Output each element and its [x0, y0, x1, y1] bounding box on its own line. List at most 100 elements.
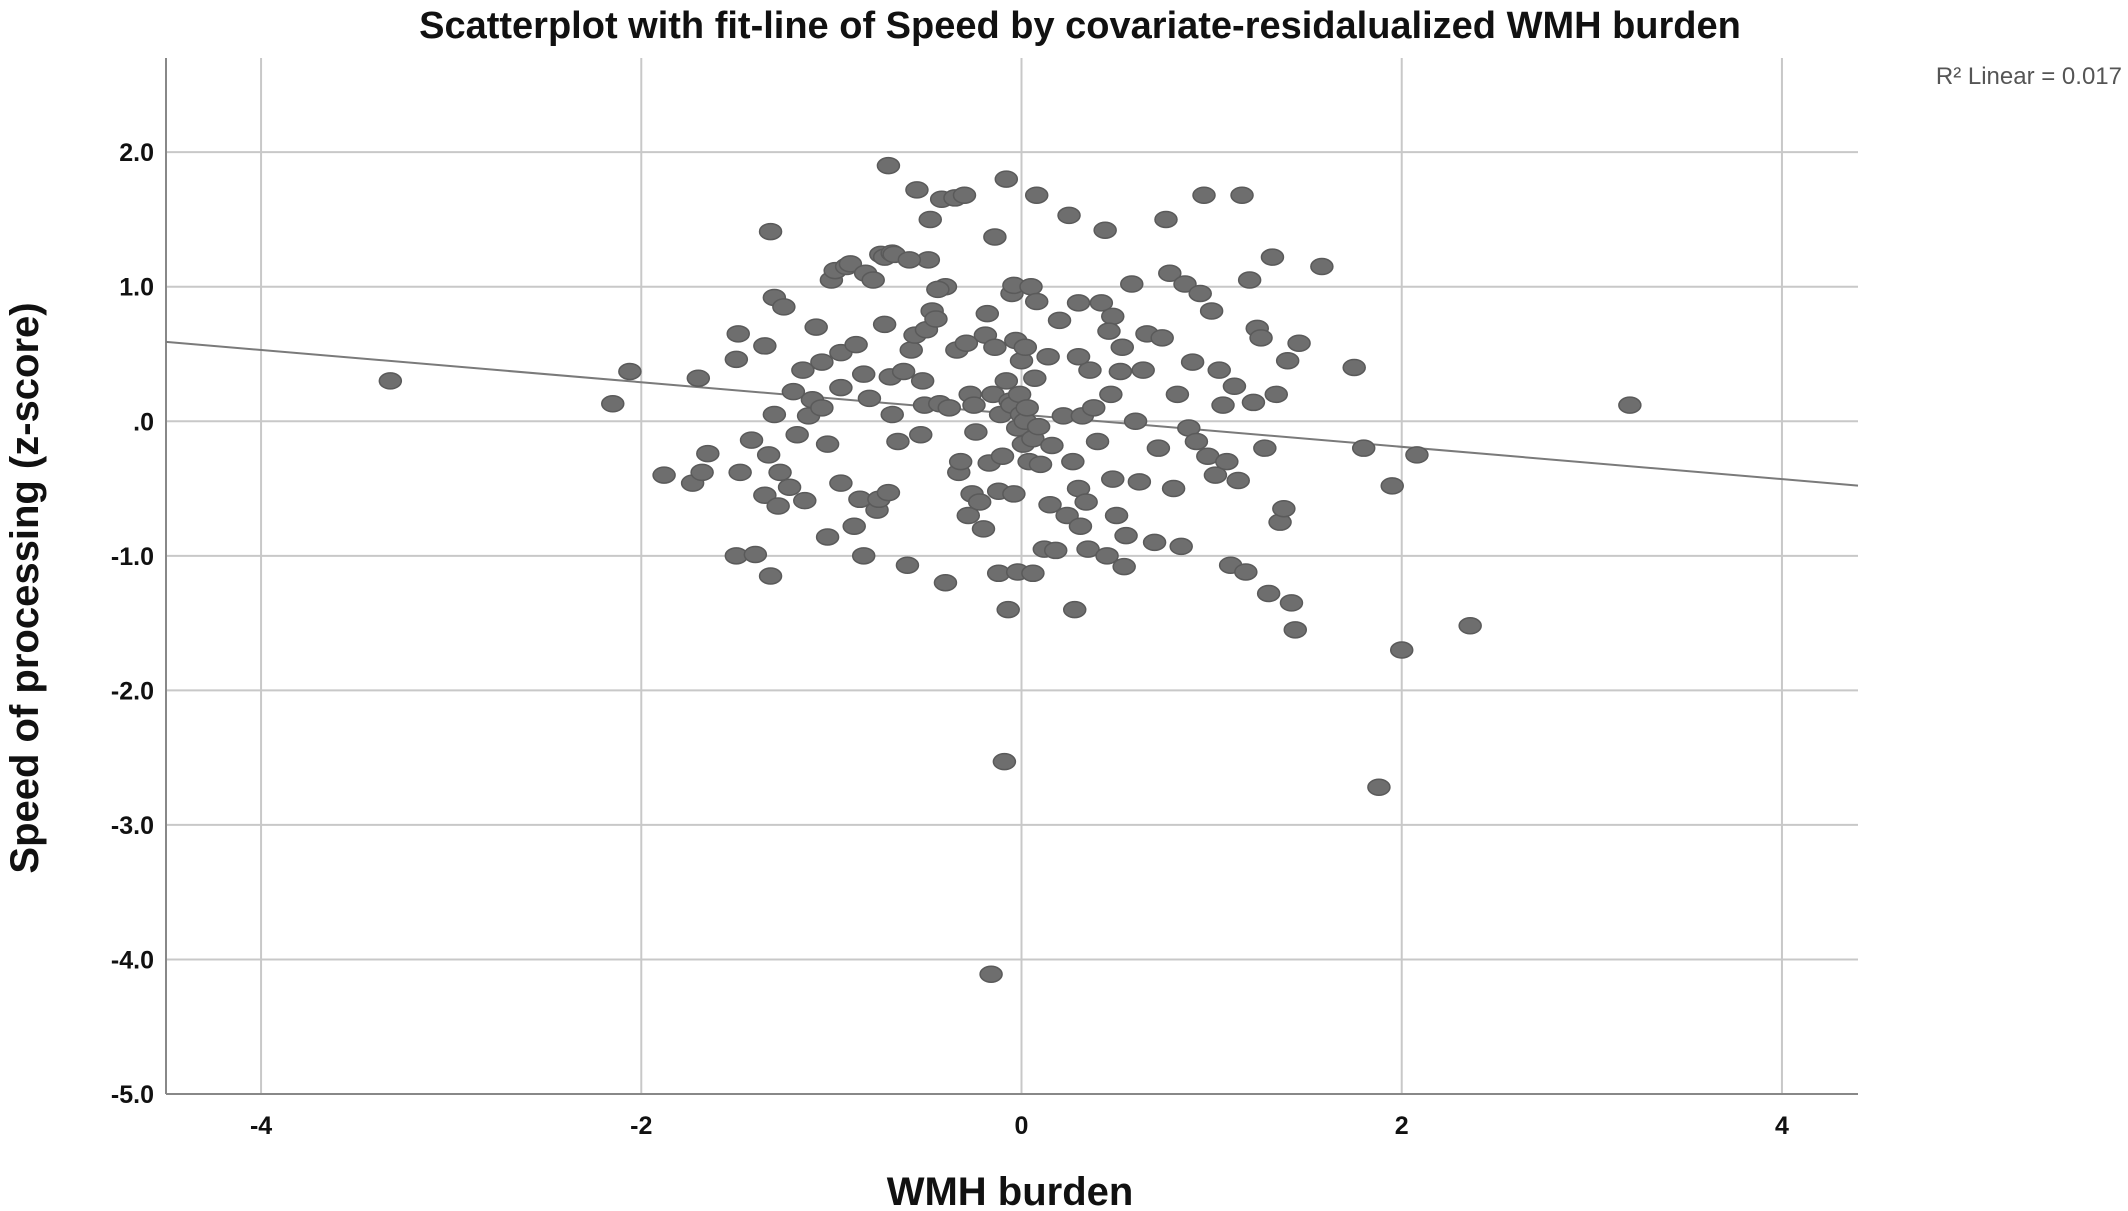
data-point	[1104, 506, 1129, 525]
data-point	[1112, 557, 1136, 576]
data-point	[1241, 393, 1266, 412]
data-point	[851, 547, 876, 565]
data-point	[1095, 547, 1119, 565]
data-point	[378, 372, 403, 390]
data-point	[739, 431, 764, 449]
data-point	[728, 463, 752, 482]
data-point	[724, 350, 749, 369]
data-point	[905, 181, 929, 199]
data-point	[815, 435, 840, 453]
data-point	[1256, 584, 1281, 603]
data-point	[781, 382, 806, 401]
data-point	[872, 315, 897, 334]
data-point	[994, 170, 1019, 188]
data-point	[743, 545, 768, 564]
data-point	[1093, 221, 1117, 239]
data-point	[1089, 294, 1114, 312]
data-point	[861, 271, 885, 289]
data-point	[768, 463, 792, 482]
data-point	[1040, 436, 1064, 455]
chart-title: Scatterplot with fit-line of Speed by co…	[419, 5, 1741, 47]
data-point	[1123, 412, 1148, 431]
data-point	[1114, 526, 1138, 545]
data-point	[1192, 186, 1216, 204]
data-point	[1249, 329, 1273, 347]
x-tick-label: 2	[1395, 1112, 1409, 1140]
x-tick-label: -2	[630, 1112, 652, 1140]
data-point	[758, 222, 783, 241]
data-point	[1342, 358, 1366, 377]
data-point	[686, 369, 711, 387]
y-tick-label: -4.0	[111, 946, 154, 974]
data-points	[378, 156, 1642, 984]
data-point	[926, 280, 950, 299]
data-point	[1127, 473, 1152, 491]
data-point	[810, 399, 834, 417]
data-point	[1154, 210, 1178, 229]
x-axis-title: WMH burden	[887, 1170, 1134, 1211]
data-point	[1367, 778, 1391, 796]
data-point	[1230, 186, 1254, 204]
data-point	[876, 483, 901, 502]
data-point	[1618, 396, 1642, 414]
data-point	[1055, 506, 1079, 525]
data-point	[918, 210, 943, 229]
y-tick-label: .0	[133, 408, 154, 436]
data-point	[1253, 439, 1277, 457]
data-point	[1002, 485, 1026, 503]
data-point	[1275, 351, 1300, 370]
data-point	[1260, 248, 1285, 266]
data-point	[1099, 385, 1123, 404]
data-point	[895, 556, 920, 574]
data-point	[1226, 471, 1250, 490]
data-point	[1026, 417, 1051, 436]
data-point	[829, 474, 853, 492]
data-point	[1389, 641, 1414, 659]
x-tick-label: -4	[250, 1112, 272, 1140]
data-point	[876, 156, 901, 175]
data-point	[1047, 311, 1072, 330]
data-point	[1237, 271, 1262, 289]
data-point	[1199, 302, 1224, 320]
data-point	[1038, 495, 1062, 514]
data-point	[762, 405, 787, 424]
data-point	[1057, 206, 1081, 225]
y-axis-title: Speed of processing (z-score)	[3, 302, 47, 873]
data-point	[992, 752, 1017, 771]
data-point	[952, 186, 977, 204]
data-point	[1161, 479, 1186, 498]
data-point	[1078, 361, 1102, 379]
data-point	[1062, 600, 1087, 619]
y-tick-label: -2.0	[111, 677, 154, 705]
data-point	[1101, 307, 1125, 326]
data-point	[967, 493, 992, 511]
data-point	[766, 497, 790, 515]
data-point	[1184, 432, 1209, 451]
data-point	[857, 389, 882, 408]
data-point	[910, 372, 935, 390]
data-point	[1085, 432, 1110, 451]
data-point	[924, 310, 948, 328]
data-point	[908, 425, 933, 444]
data-point	[1061, 452, 1085, 471]
data-point	[1264, 385, 1289, 404]
data-point	[1101, 470, 1125, 488]
data-point	[1234, 563, 1258, 581]
data-point	[1279, 594, 1304, 612]
data-point	[804, 318, 828, 336]
data-point	[1066, 347, 1091, 366]
data-point	[1023, 369, 1047, 387]
data-point	[880, 405, 904, 424]
data-point	[1015, 399, 1039, 417]
data-point	[1180, 353, 1205, 371]
data-point	[971, 520, 996, 538]
x-tick-label: 4	[1775, 1112, 1789, 1140]
data-point	[1150, 329, 1174, 347]
data-point	[696, 444, 720, 463]
data-point	[1066, 294, 1091, 312]
data-point	[994, 372, 1019, 390]
y-tick-label: -3.0	[111, 812, 154, 840]
data-point	[690, 463, 714, 482]
data-point	[983, 338, 1007, 357]
